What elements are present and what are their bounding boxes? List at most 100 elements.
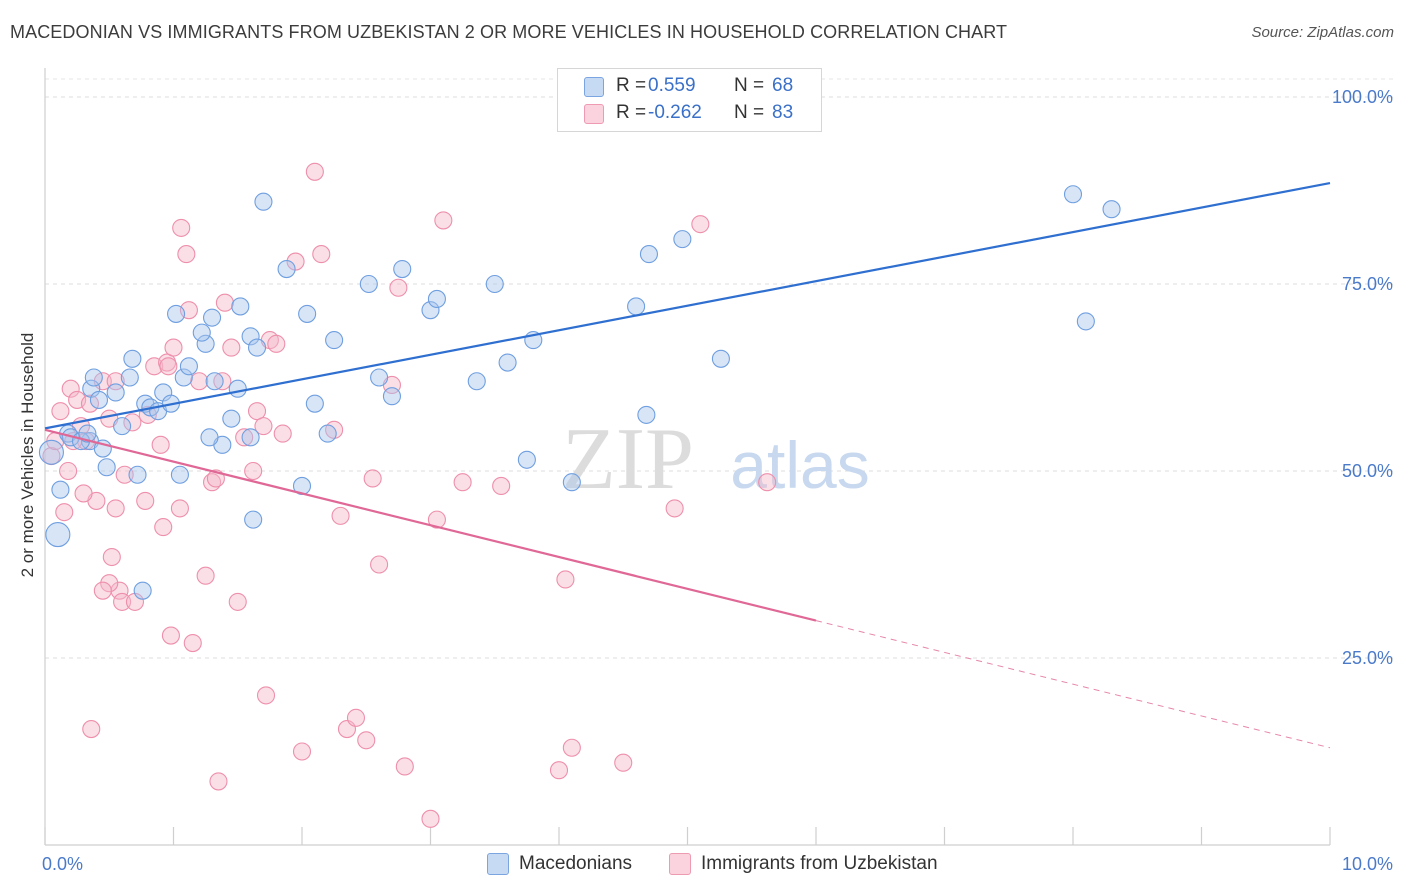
uzbekistan-point <box>434 211 453 230</box>
macedonians-point <box>673 230 692 249</box>
watermark-zip: ZIP <box>562 411 694 508</box>
uzbekistan-point <box>170 499 189 518</box>
uzbekistan-point <box>614 753 633 772</box>
uzbekistan-point <box>346 708 366 727</box>
legend-r-value: 0.559 <box>648 75 696 96</box>
macedonians-point <box>241 327 260 346</box>
uzbekistan-point <box>222 338 241 357</box>
macedonians-point <box>174 368 193 387</box>
uzbekistan-point <box>80 394 100 413</box>
bottom-legend-swatch-macedonians <box>487 853 509 875</box>
macedonians-point <box>637 405 656 424</box>
macedonians-point <box>562 473 581 492</box>
x-tick-label: 10.0% <box>1342 854 1393 874</box>
macedonians-point <box>517 450 536 469</box>
axes <box>44 68 1331 846</box>
legend-swatch-macedonians <box>584 77 604 97</box>
uzbekistan-point <box>177 245 196 264</box>
uzbekistan-point <box>159 357 178 376</box>
y-tick-label: 50.0% <box>1342 461 1393 481</box>
macedonians-point <box>120 368 139 387</box>
uzbekistan-point <box>244 461 263 481</box>
macedonians-point <box>89 390 109 409</box>
macedonians-point <box>51 480 70 499</box>
watermark: ZIP atlas <box>562 411 870 508</box>
uzbekistan-point <box>55 503 74 522</box>
uzbekistan-point <box>357 731 376 750</box>
macedonians-point <box>305 394 324 413</box>
watermark-atlas: atlas <box>730 428 869 502</box>
macedonians-point <box>128 465 147 484</box>
uzbekistan-point <box>183 633 202 653</box>
uzbekistan-point <box>363 469 382 488</box>
uzbekistan-point <box>453 473 472 492</box>
uzbekistan-point <box>331 506 350 525</box>
macedonians-point <box>231 297 250 316</box>
macedonians-point <box>467 372 486 391</box>
macedonians-point <box>78 424 97 443</box>
legend-n-value: 68 <box>772 75 794 96</box>
macedonians-point <box>113 417 132 436</box>
uzbekistan-point <box>312 245 331 264</box>
uzbekistan-point <box>113 592 132 611</box>
macedonians-point <box>247 338 267 357</box>
macedonians-point <box>45 522 71 548</box>
macedonians-point <box>318 424 337 443</box>
uzbekistan-point <box>421 809 440 828</box>
macedonians-point <box>200 428 219 447</box>
macedonians-point <box>228 379 247 398</box>
bottom-legend-label: Immigrants from Uzbekistan <box>701 853 938 874</box>
uzbekistan-point <box>256 686 276 705</box>
uzbekistan-point <box>209 772 228 791</box>
macedonians-point <box>1076 312 1095 331</box>
chart-source: Source: ZipAtlas.com <box>1251 24 1394 41</box>
legend-n-label: N = <box>734 75 765 96</box>
macedonians-point <box>639 245 659 264</box>
legend-r-value: -0.262 <box>648 102 702 123</box>
uzbekistan-point <box>93 581 112 600</box>
uzbekistan-point <box>247 402 267 421</box>
tick-labels: 25.0% 50.0% 75.0% 100.0% 0.0% 10.0% <box>42 87 1393 874</box>
macedonians-point <box>627 297 646 316</box>
macedonians-point <box>222 409 241 428</box>
uzbekistan-point <box>562 738 581 757</box>
macedonians-point <box>133 581 152 600</box>
uzbekistan-point <box>136 491 155 510</box>
legend-n-value: 83 <box>772 102 794 123</box>
uzbekistan-point <box>215 293 234 312</box>
macedonians-point <box>203 308 222 327</box>
uzbekistan-point <box>59 461 78 481</box>
macedonians-point <box>196 334 215 353</box>
macedonians-point <box>170 465 189 484</box>
trend-lines <box>44 181 1331 749</box>
uzbekistan-point <box>549 761 569 780</box>
uzbekistan-point <box>74 484 93 503</box>
macedonians-point <box>359 274 378 294</box>
uzbekistan-point <box>161 626 180 645</box>
uzbekistan-point <box>61 379 80 398</box>
legend-r-label: R = <box>616 102 647 123</box>
macedonians-point <box>241 428 260 447</box>
uzbekistan-point <box>273 424 292 443</box>
uzbekistan-point <box>196 566 215 585</box>
uzbekistan-point <box>106 499 125 518</box>
macedonians-point <box>393 259 412 279</box>
uzbekistan-point <box>267 334 286 353</box>
y-tick-label: 100.0% <box>1332 87 1393 107</box>
macedonians-point <box>106 383 125 402</box>
macedonians-point <box>277 259 296 279</box>
uzbekistan-point <box>51 402 70 421</box>
chart-title: MACEDONIAN VS IMMIGRANTS FROM UZBEKISTAN… <box>10 22 1008 42</box>
uzbekistan-point <box>123 413 142 432</box>
macedonians-point <box>325 331 344 350</box>
uzbekistan-point <box>172 218 191 237</box>
bottom-legend-label: Macedonians <box>519 853 633 874</box>
uzbekistan-point <box>228 592 247 611</box>
macedonians-point <box>254 192 273 211</box>
macedonians-point <box>421 301 440 320</box>
y-tick-label: 75.0% <box>1342 274 1393 294</box>
uzbekistan-point <box>235 428 254 447</box>
uzbekistan-point <box>100 574 119 593</box>
macedonians-point <box>1063 185 1083 204</box>
macedonians-point <box>498 353 517 372</box>
